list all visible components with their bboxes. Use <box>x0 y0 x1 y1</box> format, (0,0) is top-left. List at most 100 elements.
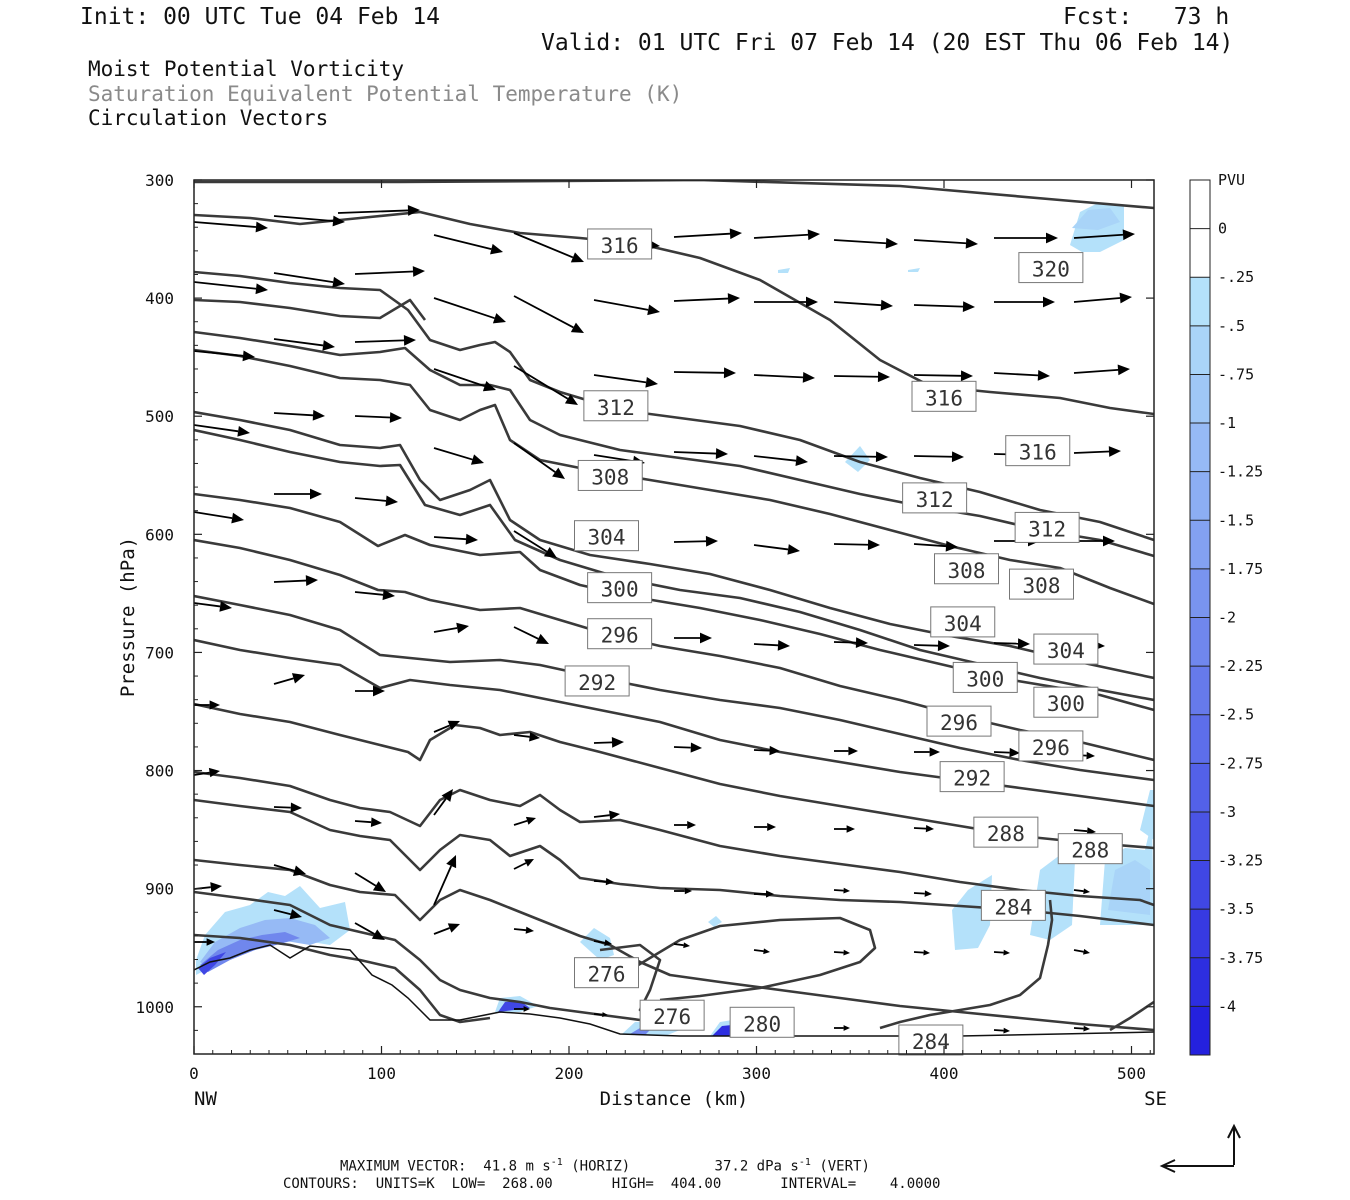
contour-label: 304 <box>1033 633 1099 665</box>
vector-shaft <box>833 455 877 458</box>
vector-shaft <box>593 741 613 744</box>
contour-label-text: 308 <box>591 465 629 489</box>
contour-label: 280 <box>729 1006 795 1038</box>
vector-shaft <box>833 375 879 378</box>
colorbar-label: -1 <box>1218 414 1236 432</box>
pv-shading-region <box>908 268 920 272</box>
vector-head <box>305 575 318 586</box>
vector-head <box>806 296 818 308</box>
vector-head <box>492 313 506 324</box>
pv-shading-region <box>845 446 870 472</box>
vector-shaft <box>673 451 717 455</box>
vector-head <box>807 229 820 241</box>
contour-label-layer: 316 320 312 316 316 308 312 312 304 308 308 300 304 2… <box>564 228 1123 1056</box>
y-tick-label: 1000 <box>135 998 174 1017</box>
vector-shaft <box>354 872 377 887</box>
vector-shaft <box>433 234 492 251</box>
colorbar-segment <box>1190 714 1210 764</box>
circulation-vector <box>834 746 858 756</box>
vector-shaft <box>833 301 882 307</box>
circulation-vector <box>834 825 855 833</box>
vector-head <box>525 816 536 825</box>
circulation-vector <box>673 535 718 547</box>
vector-shaft <box>1073 1027 1084 1030</box>
contour-label-box <box>1018 252 1084 284</box>
circulation-vector <box>674 887 692 895</box>
circulation-vector <box>433 720 460 733</box>
contour-label: 296 <box>1018 730 1084 762</box>
max-vector-line: MAXIMUM VECTOR: 41.8 m s-1 (HORIZ) 37.2 … <box>340 1157 870 1175</box>
vector-head <box>923 949 930 956</box>
pv-shading-region <box>198 952 226 975</box>
pv-shading-region <box>778 268 790 273</box>
vector-shaft <box>433 724 450 733</box>
vector-head <box>312 409 325 421</box>
theta-es-contour <box>194 770 1154 907</box>
vector-shaft <box>273 272 334 284</box>
y-tick-label: 400 <box>145 289 174 308</box>
contour-label: 320 <box>1018 252 1084 284</box>
circulation-vector <box>194 601 232 612</box>
x-end-label-nw: NW <box>194 1088 217 1110</box>
vector-head <box>525 926 534 934</box>
contour-label-text: 276 <box>588 963 626 987</box>
vector-shaft <box>354 591 384 596</box>
vector-head <box>255 221 268 233</box>
vector-shaft <box>673 746 691 749</box>
colorbar-label: 0 <box>1218 220 1227 238</box>
vector-shaft <box>194 771 210 776</box>
vector-head <box>412 266 425 277</box>
contour-label-text: 316 <box>601 234 639 258</box>
vector-head <box>965 237 978 249</box>
contour-label: 304 <box>930 606 996 638</box>
vector-head <box>552 467 565 479</box>
contour-label: 316 <box>911 380 977 412</box>
theta-es-contour <box>194 410 1154 680</box>
contour-label-text: 308 <box>1023 574 1061 598</box>
vector-head <box>802 372 815 383</box>
colorbar-segment <box>1190 957 1210 1007</box>
x-tick-label: 300 <box>742 1064 771 1083</box>
vector-head <box>482 381 496 392</box>
vector-head <box>382 589 395 601</box>
contour-label-box <box>973 816 1039 848</box>
contour-label-box <box>952 661 1018 693</box>
vector-head <box>705 535 718 547</box>
vector-head <box>855 637 868 649</box>
vector-head <box>687 821 696 829</box>
vector-head <box>723 367 736 379</box>
vector-shaft <box>1073 368 1119 374</box>
vector-shaft <box>913 644 939 647</box>
contour-label-text: 288 <box>987 822 1025 846</box>
vector-head <box>962 301 975 313</box>
vector-head <box>529 732 540 742</box>
colorbar-label: -4 <box>1218 997 1236 1015</box>
circulation-vector <box>673 448 728 459</box>
circulation-vector <box>993 949 1010 956</box>
colorbar-label: -1.25 <box>1218 463 1263 481</box>
vector-head <box>523 1006 530 1012</box>
circulation-vector <box>194 350 255 362</box>
circulation-vector <box>513 442 565 479</box>
vector-shaft <box>913 892 925 895</box>
circulation-vector <box>754 296 818 308</box>
vector-shaft <box>753 749 770 752</box>
contour-label-box <box>1009 568 1074 600</box>
contour-label: 276 <box>639 999 705 1031</box>
circulation-vector <box>754 890 774 898</box>
circulation-vector <box>433 789 453 816</box>
x-tick-label: 500 <box>1117 1064 1146 1083</box>
colorbar-label: -2.75 <box>1218 754 1263 772</box>
colorbar-label: -3.25 <box>1218 852 1263 870</box>
circulation-vector <box>433 533 478 545</box>
vector-head <box>219 601 232 612</box>
vector-shaft <box>753 544 789 551</box>
colorbar-segment <box>1190 666 1210 716</box>
circulation-vector <box>513 732 540 742</box>
theta-es-contour <box>194 702 1154 850</box>
circulation-vector <box>1073 948 1090 955</box>
vector-shaft <box>513 442 556 473</box>
vector-head <box>373 685 385 697</box>
vector-head <box>389 412 402 423</box>
contour-label-text: 292 <box>578 671 616 695</box>
